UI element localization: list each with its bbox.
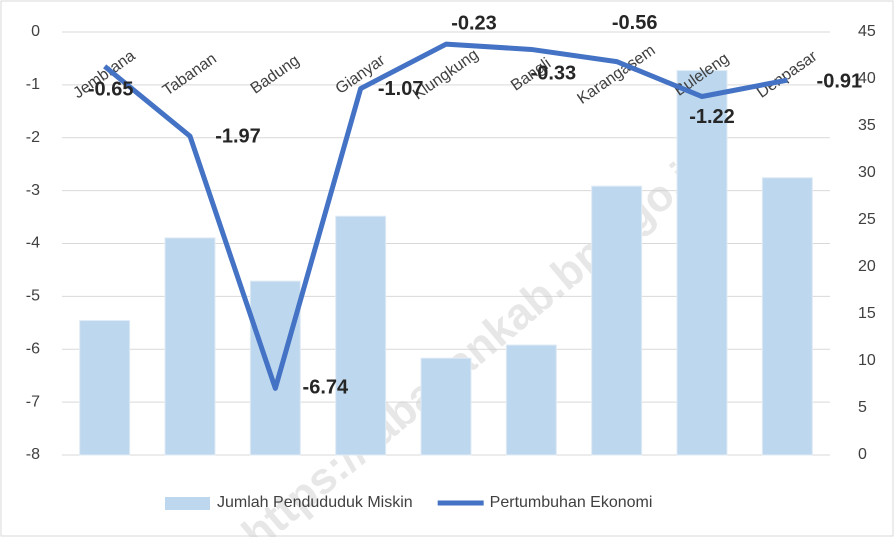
bar [505, 344, 557, 456]
value-label: -0.65 [88, 79, 134, 101]
y2-tick-label: 25 [858, 211, 876, 228]
y-tick-label: -4 [26, 235, 40, 252]
bar [591, 185, 643, 456]
y2-tick-label: 20 [858, 258, 876, 275]
bar [335, 215, 387, 456]
y2-tick-label: 45 [858, 23, 876, 40]
legend-label: Jumlah Pendududuk Miskin [217, 494, 413, 511]
bar [420, 357, 472, 456]
bar [761, 177, 813, 456]
y-tick-label: -3 [26, 182, 40, 199]
y-tick-label: 0 [31, 23, 40, 40]
value-label: -1.97 [215, 125, 261, 147]
bar [676, 70, 728, 456]
y2-tick-label: 30 [858, 164, 876, 181]
y2-tick-label: 35 [858, 117, 876, 134]
y-tick-label: -7 [26, 393, 40, 410]
value-label: -0.23 [451, 12, 497, 34]
y-tick-label: -5 [26, 288, 40, 305]
y-tick-label: -2 [26, 129, 40, 146]
y-tick-label: -6 [26, 340, 40, 357]
y2-tick-label: 10 [858, 352, 876, 369]
y2-tick-label: 15 [858, 305, 876, 322]
value-label: -0.33 [531, 63, 577, 85]
y2-tick-label: 40 [858, 70, 876, 87]
bar [249, 280, 301, 456]
y2-tick-label: 5 [858, 399, 867, 416]
bar [164, 237, 216, 456]
value-label: -0.91 [817, 70, 863, 92]
legend-label: Pertumbuhan Ekonomi [490, 494, 653, 511]
value-label: -1.22 [689, 106, 735, 128]
y-tick-label: -8 [26, 446, 40, 463]
y-tick-label: -1 [26, 76, 40, 93]
value-label: -1.07 [378, 78, 424, 100]
value-label: -6.74 [303, 377, 349, 399]
legend-swatch [165, 497, 210, 510]
value-label: -0.56 [612, 12, 658, 34]
line [103, 41, 788, 391]
y2-tick-label: 0 [858, 446, 867, 463]
bar [79, 320, 131, 456]
